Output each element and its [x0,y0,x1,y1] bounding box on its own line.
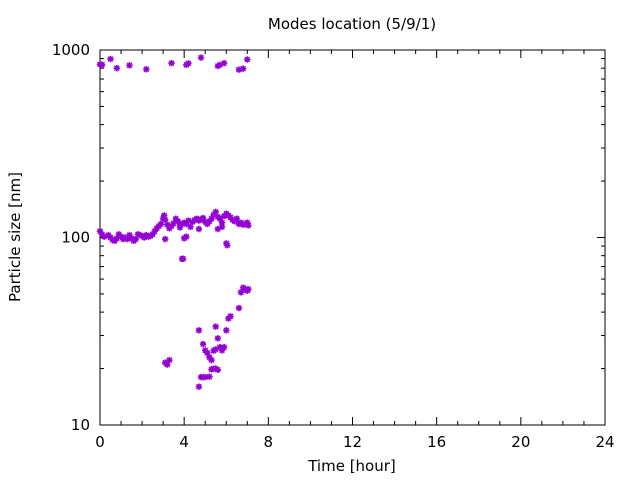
data-point [227,313,234,320]
data-point [195,225,203,233]
data-point [195,327,203,334]
x-tick-labels: 0 4 8 12 16 20 24 [95,433,614,451]
data-point [126,62,133,69]
data-point [183,233,190,240]
data-point [223,327,230,334]
data-point [245,222,252,229]
data-point [185,60,192,67]
x-tick-label: 8 [264,433,274,451]
y-tick-labels: 10 100 1000 [52,41,90,434]
data-point [212,323,219,330]
data-point [160,212,168,219]
y-tick-label: 10 [71,416,90,434]
data-points [96,54,252,390]
x-tick-label: 12 [343,433,362,451]
x-tick-label: 20 [511,433,530,451]
data-point [166,356,173,364]
data-point [176,224,184,231]
data-point [199,340,207,348]
axis-ticks [99,49,606,426]
data-point [113,64,121,72]
y-axis-label: Particle size [nm] [6,172,24,302]
chart-title: Modes location (5/9/1) [268,15,436,33]
data-point [214,335,222,342]
data-point [220,60,228,67]
data-point [212,208,219,216]
data-point [208,356,215,364]
data-point [107,55,114,63]
x-tick-label: 4 [179,433,189,451]
data-point [206,373,213,380]
data-point [195,383,203,390]
data-point [220,344,228,351]
y-tick-label: 1000 [52,41,90,59]
data-point [143,66,150,73]
data-point [233,215,241,222]
x-tick-label: 24 [595,433,614,451]
data-point [224,241,231,249]
x-tick-label: 16 [427,433,446,451]
data-point [218,223,226,231]
data-point [244,56,251,63]
data-point [214,366,222,373]
data-point [237,289,245,296]
data-point [197,54,205,61]
data-point [235,304,243,312]
data-point [245,286,252,293]
plot-frame [99,49,606,426]
data-point [212,346,219,353]
data-point [157,220,165,228]
data-point [239,65,247,72]
x-tick-label: 0 [95,433,105,451]
data-point [98,61,106,68]
data-point [168,59,175,67]
y-tick-label: 100 [61,229,90,247]
data-point [179,255,187,262]
x-axis-label: Time [hour] [307,457,396,475]
data-point [161,235,169,243]
